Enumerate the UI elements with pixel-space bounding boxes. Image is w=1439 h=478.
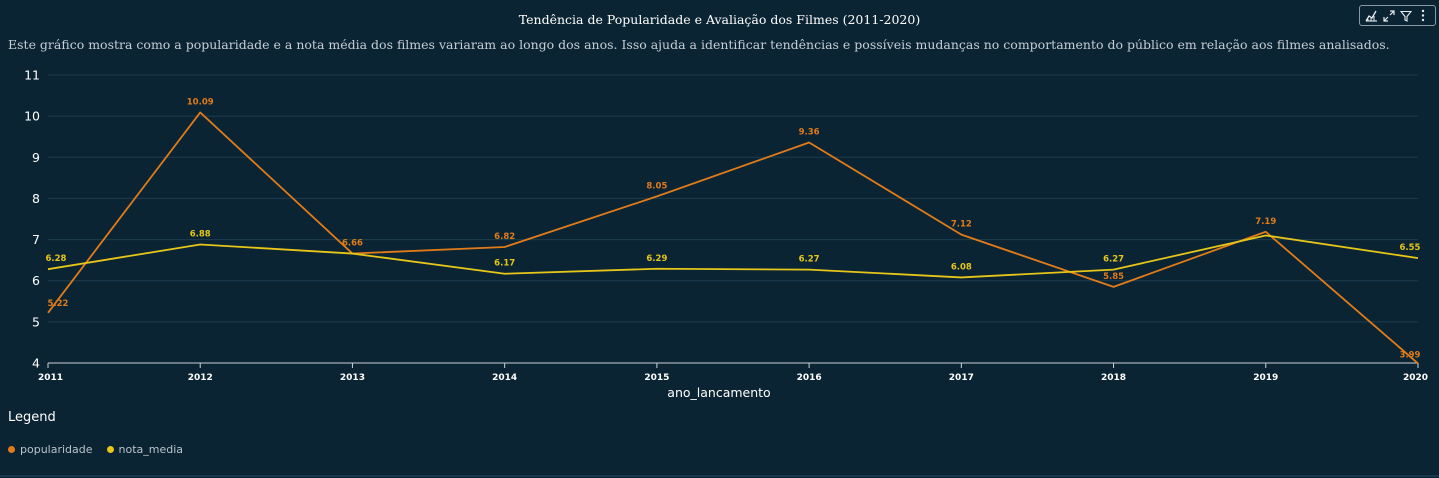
legend-label-nota-media: nota_media	[118, 443, 184, 456]
y-tick-label: 8	[32, 191, 40, 206]
y-tick-label: 5	[32, 314, 40, 329]
data-label-popularidade: 5.22	[48, 299, 69, 309]
legend-label-popularidade: popularidade	[20, 443, 93, 456]
more-options-icon[interactable]	[1416, 8, 1431, 23]
x-axis-title: ano_lancamento	[667, 385, 770, 400]
y-tick-label: 4	[32, 356, 40, 371]
legend-item-popularidade[interactable]: popularidade	[8, 443, 93, 456]
visual-toolbar	[1359, 5, 1436, 26]
data-label-nota-media: 6.17	[494, 259, 515, 269]
x-tick-label: 2016	[797, 373, 822, 383]
legend: popularidade nota_media	[8, 443, 197, 456]
legend-item-nota-media[interactable]: nota_media	[106, 443, 184, 456]
data-label-nota-media: 6.28	[46, 254, 67, 264]
data-label-popularidade: 6.66	[342, 239, 363, 249]
line-chart: 4 5 6 7 8 9 10 11 2011 2012 2013 2014 2015 2016 2017 20…	[24, 68, 1428, 401]
y-tick-label: 6	[32, 273, 40, 288]
y-tick-label: 10	[24, 109, 40, 124]
x-tick-label: 2019	[1253, 373, 1278, 383]
data-label-popularidade: 3.99	[1400, 350, 1421, 360]
data-label-nota-media: 6.29	[646, 254, 667, 264]
x-tick-label: 2018	[1101, 373, 1126, 383]
chart-subtitle: Este gráfico mostra como a popularidade …	[8, 37, 1390, 52]
y-tick-label: 9	[32, 150, 40, 165]
x-tick-label: 2017	[949, 373, 974, 383]
data-label-nota-media: 6.27	[1103, 255, 1124, 265]
chart-options-icon[interactable]	[1364, 8, 1379, 23]
data-label-nota-media: 6.08	[951, 262, 972, 272]
data-label-popularidade: 9.36	[799, 127, 820, 137]
x-tick-label: 2011	[38, 373, 63, 383]
filter-icon[interactable]	[1399, 8, 1414, 23]
chart-title: Tendência de Popularidade e Avaliação do…	[518, 12, 921, 27]
data-label-popularidade: 7.19	[1255, 217, 1276, 227]
x-tick-label: 2014	[492, 373, 517, 383]
y-tick-label: 7	[32, 232, 40, 247]
x-tick-label: 2013	[340, 373, 365, 383]
series-line-popularidade[interactable]	[47, 111, 1419, 365]
legend-dot-nota-media	[106, 446, 114, 453]
visual-bottom-border	[0, 475, 1439, 477]
data-label-popularidade: 7.12	[951, 220, 972, 230]
x-tick-label: 2020	[1403, 373, 1428, 383]
data-label-nota-media: 6.55	[1400, 243, 1421, 253]
legend-title: Legend	[8, 410, 56, 425]
data-label-popularidade: 6.82	[494, 232, 515, 242]
x-tick-label: 2012	[188, 373, 213, 383]
data-label-nota-media: 6.27	[799, 255, 820, 265]
data-label-popularidade: 10.09	[187, 97, 214, 107]
data-label-popularidade: 5.85	[1103, 272, 1124, 282]
series-line-nota-media[interactable]	[47, 234, 1419, 279]
data-label-nota-media: 6.88	[190, 230, 211, 240]
data-label-popularidade: 8.05	[646, 181, 667, 191]
x-tick-label: 2015	[644, 373, 669, 383]
y-tick-label: 11	[24, 68, 40, 83]
legend-dot-popularidade	[8, 446, 15, 453]
expand-icon[interactable]	[1381, 8, 1396, 23]
